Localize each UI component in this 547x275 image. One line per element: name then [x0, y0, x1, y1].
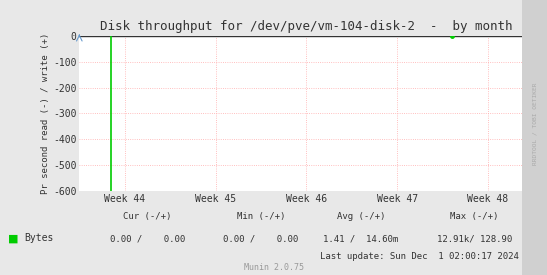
- Text: ■: ■: [8, 233, 19, 243]
- Title: Disk throughput for /dev/pve/vm-104-disk-2  -  by month: Disk throughput for /dev/pve/vm-104-disk…: [100, 20, 513, 33]
- Text: Munin 2.0.75: Munin 2.0.75: [243, 263, 304, 272]
- Text: 0.00 /    0.00: 0.00 / 0.00: [110, 234, 185, 243]
- Text: Min (-/+): Min (-/+): [237, 212, 285, 221]
- Text: RRDTOOL / TOBI OETIKER: RRDTOOL / TOBI OETIKER: [532, 82, 537, 165]
- Text: 12.91k/ 128.90: 12.91k/ 128.90: [437, 234, 512, 243]
- Text: Cur (-/+): Cur (-/+): [123, 212, 172, 221]
- Text: 1.41 /  14.60m: 1.41 / 14.60m: [323, 234, 398, 243]
- Y-axis label: Pr second read (-) / write (+): Pr second read (-) / write (+): [41, 33, 50, 194]
- Text: Max (-/+): Max (-/+): [450, 212, 498, 221]
- Text: Last update: Sun Dec  1 02:00:17 2024: Last update: Sun Dec 1 02:00:17 2024: [321, 252, 519, 261]
- Text: 0.00 /    0.00: 0.00 / 0.00: [223, 234, 299, 243]
- Text: Avg (-/+): Avg (-/+): [336, 212, 385, 221]
- Text: Bytes: Bytes: [25, 233, 54, 243]
